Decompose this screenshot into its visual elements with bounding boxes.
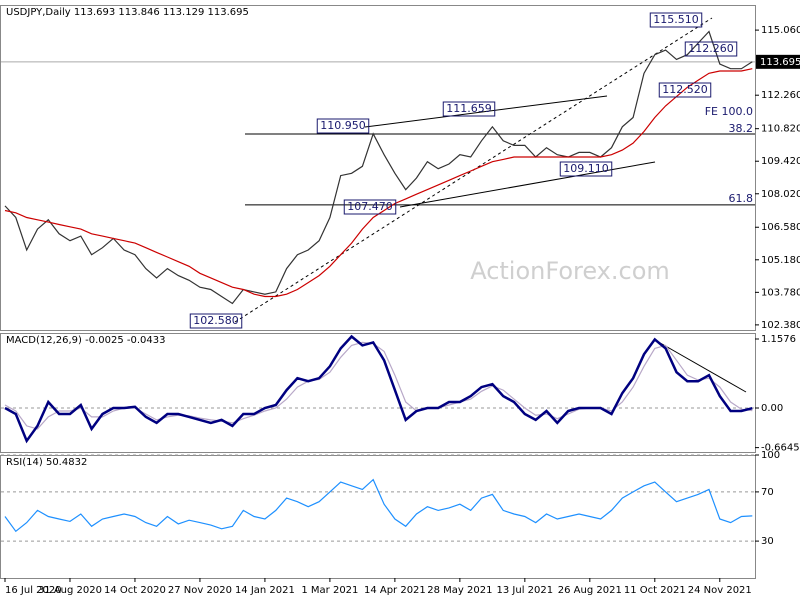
watermark: ActionForex.com	[470, 257, 670, 285]
panel-title: MACD(12,26,9) -0.0025 -0.0433	[6, 335, 166, 346]
last-price-box	[756, 54, 800, 69]
y-tick-label: 0.00	[761, 403, 783, 414]
y-tick-label: 102.380	[761, 320, 800, 331]
macd-trendline	[654, 339, 747, 393]
y-tick-label: 110.820	[761, 124, 800, 135]
y-tick-label: 100	[761, 450, 780, 461]
x-tick-label: 14 Jan 2021	[235, 585, 295, 596]
annotation-box	[658, 82, 712, 98]
x-tick-label: 26 Aug 2021	[558, 585, 622, 596]
annotation: 115.510	[653, 13, 699, 26]
annotation-box	[684, 41, 738, 57]
annotation-box	[189, 313, 243, 329]
x-tick-label: 1 Mar 2021	[301, 585, 358, 596]
annotation: 107.470	[347, 200, 393, 213]
annotation-box	[559, 161, 613, 177]
annotation: 110.950	[320, 119, 366, 132]
x-tick-label: 27 Nov 2020	[168, 585, 232, 596]
y-tick-label: 105.180	[761, 255, 800, 266]
annotation: 38.2	[729, 122, 754, 135]
x-tick-label: 28 May 2021	[427, 585, 492, 596]
y-tick-label: 115.060	[761, 25, 800, 36]
rsi-panel-frame	[0, 455, 756, 579]
y-tick-label: 1.1576	[761, 334, 796, 345]
price-panel-frame	[0, 5, 756, 331]
x-tick-label: 31 Aug 2020	[38, 585, 102, 596]
channel-upper	[364, 95, 608, 128]
y-tick-label: 106.580	[761, 222, 800, 233]
channel-lower	[399, 161, 656, 208]
y-tick-label: 112.260	[761, 90, 800, 101]
x-tick-label: 14 Apr 2021	[364, 585, 426, 596]
x-tick-label: 11 Oct 2021	[624, 585, 686, 596]
annotation: 111.659	[446, 102, 492, 115]
panel-title: USDJPY,Daily 113.693 113.846 113.129 113…	[6, 7, 249, 18]
last-price-label: 113.695	[760, 57, 800, 68]
x-tick-label: 13 Jul 2021	[497, 585, 554, 596]
annotation: 61.8	[729, 192, 754, 205]
y-tick-label: 108.020	[761, 189, 800, 200]
macd-panel-frame	[0, 333, 756, 453]
y-tick-label: 103.780	[761, 287, 800, 298]
x-tick-label: 16 Jul 2020	[5, 585, 62, 596]
panel-title: RSI(14) 50.4832	[6, 457, 87, 468]
x-tick-label: 24 Nov 2021	[688, 585, 752, 596]
y-tick-label: 109.420	[761, 156, 800, 167]
annotation: 102.580	[193, 314, 239, 327]
y-tick-label: 70	[761, 487, 774, 498]
annotation-box	[343, 199, 397, 215]
x-tick-label: 14 Oct 2020	[104, 585, 166, 596]
annotation: 112.260	[688, 42, 734, 55]
annotation: 109.110	[563, 162, 609, 175]
series-line	[4, 30, 753, 305]
annotation: 112.520	[662, 83, 708, 96]
y-tick-label: -0.6645	[761, 443, 800, 454]
annotation-box	[649, 12, 703, 28]
annotation: FE 100.0	[705, 105, 753, 118]
y-tick-label: 30	[761, 536, 774, 547]
series-line	[4, 478, 753, 533]
series-line	[4, 334, 753, 444]
annotation-box	[316, 118, 370, 134]
annotation-box	[442, 101, 496, 117]
